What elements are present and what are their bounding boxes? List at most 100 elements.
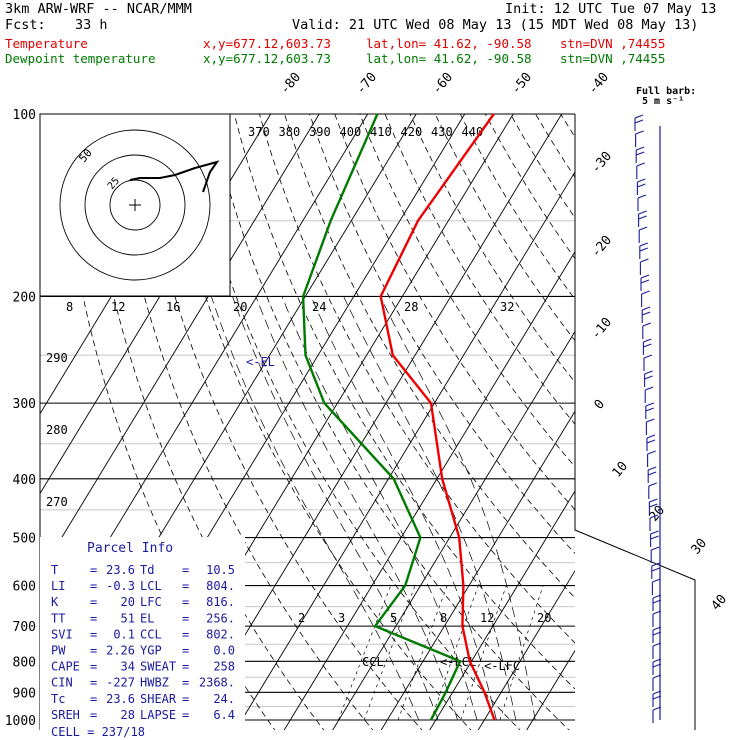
parcel-value: 258 [213,660,235,674]
parcel-equals: = [90,579,97,593]
wind-barb-flag [638,215,647,220]
parcel-equals: = [90,692,97,706]
theta-label: 400 [340,125,362,139]
mixing-ratio-line [430,585,479,721]
parcel-value: 34 [121,660,135,674]
mixing-ratio-line [338,585,392,721]
wind-barb-flag [649,514,659,519]
wind-barb-flag [643,354,653,359]
parcel-value: 804. [206,579,235,593]
wind-barb-flag [648,471,657,476]
theta-label: 390 [309,125,331,139]
dry-adiabat [560,114,575,138]
parcel-value: 24. [213,692,235,706]
wind-barb-flag [642,322,651,327]
parcel-value: 6.4 [213,708,235,722]
valid-time: Valid: 21 UTC Wed 08 May 13 (15 MDT Wed … [292,17,699,33]
temperature-station: stn=DVN ,74455 [560,36,666,51]
pressure-tick-label: 600 [13,580,36,595]
pressure-tick-label: 400 [13,473,36,488]
wind-barb-flag [640,258,649,263]
mixing-ratio-label: 12 [480,611,494,625]
forecast-hour: 33 h [75,17,108,33]
level-marker: <-LFC [484,659,520,673]
dry-adiabat [284,114,575,599]
wind-barb-flag [645,386,654,391]
parcel-equals: = [90,563,97,577]
parcel-equals: = [90,660,97,674]
parcel-value: 10.5 [206,563,235,577]
wind-barb-flag [642,306,651,311]
wind-barb-flag [651,567,660,572]
hodograph-trace [129,160,220,193]
pressure-tick-label: 900 [13,686,36,701]
wind-scale-label: 32 [500,300,514,314]
isotherm-label: -20 [589,233,616,261]
parcel-value: 256. [206,611,235,625]
parcel-label: PW [51,644,66,658]
wind-barb-flag [634,114,644,119]
parcel-label: SWEAT [140,660,176,674]
isotherm [332,330,575,730]
parcel-cell: CELL = 237/18 [51,725,145,739]
wind-barb-flag [635,130,644,135]
parcel-label: LI [51,579,65,593]
wind-scale-label: 12 [111,300,125,314]
dewpoint-line [301,113,462,721]
isotherm-label: -50 [509,70,536,98]
wind-barb-flag [639,226,648,231]
parcel-value: 28 [121,708,135,722]
dewpoint-xy: x,y=677.12,603.73 [203,51,331,66]
temperature-latlon: lat,lon= 41.62, -90.58 [366,36,532,51]
parcel-label: LAPSE [140,708,176,722]
wind-barb-flag [636,146,645,151]
wind-scale-label: 16 [166,300,180,314]
isotherm-label: -70 [354,70,381,98]
parcel-equals: = [182,644,189,658]
parcel-equals: = [90,644,97,658]
parcel-equals: = [182,708,189,722]
parcel-label: TT [51,611,65,625]
parcel-label: CAPE [51,660,80,674]
wind-barb-flag [652,578,661,583]
dry-adiabat-label: 290 [46,351,68,365]
wind-scale-label: 20 [233,300,247,314]
parcel-equals: = [90,627,97,641]
wind-barb-flag [637,178,646,183]
parcel-equals: = [90,708,97,722]
pressure-tick-label: 1000 [5,714,36,729]
parcel-value: 2.26 [106,644,135,658]
isotherm-label: -80 [278,70,305,98]
parcel-label: EL [140,611,154,625]
dry-adiabat [510,114,575,219]
parcel-equals: = [182,563,189,577]
parcel-value: 0.0 [213,644,235,658]
wind-barb-flag [649,498,658,503]
isotherm-label: 40 [709,592,731,614]
parcel-value: 23.6 [106,692,135,706]
dry-adiabat [158,114,472,730]
dry-adiabat [183,114,521,730]
wind-barb-flag [634,119,644,124]
parcel-label: SHEAR [140,692,177,706]
parcel-value: 816. [206,595,235,609]
level-marker: CCL [362,655,384,669]
isotherm [380,410,575,730]
mixing-ratio-line [363,585,416,721]
theta-label: 430 [431,125,453,139]
parcel-label: Td [140,563,154,577]
init-time: Init: 12 UTC Tue 07 May 13 [505,1,717,17]
mixing-ratio-label: 8 [440,611,447,625]
isotherm-label: 30 [689,536,711,558]
theta-label: 370 [248,125,270,139]
temperature-line [379,113,496,721]
parcel-value: 802. [206,627,235,641]
isotherm [623,114,740,732]
dewpoint-station: stn=DVN ,74455 [560,51,666,66]
forecast-label: Fcst: [5,17,46,33]
dry-adiabat [334,114,575,511]
wind-barb-flag [651,546,660,551]
wind-scale-label: 28 [404,300,418,314]
dry-adiabat [484,114,575,260]
